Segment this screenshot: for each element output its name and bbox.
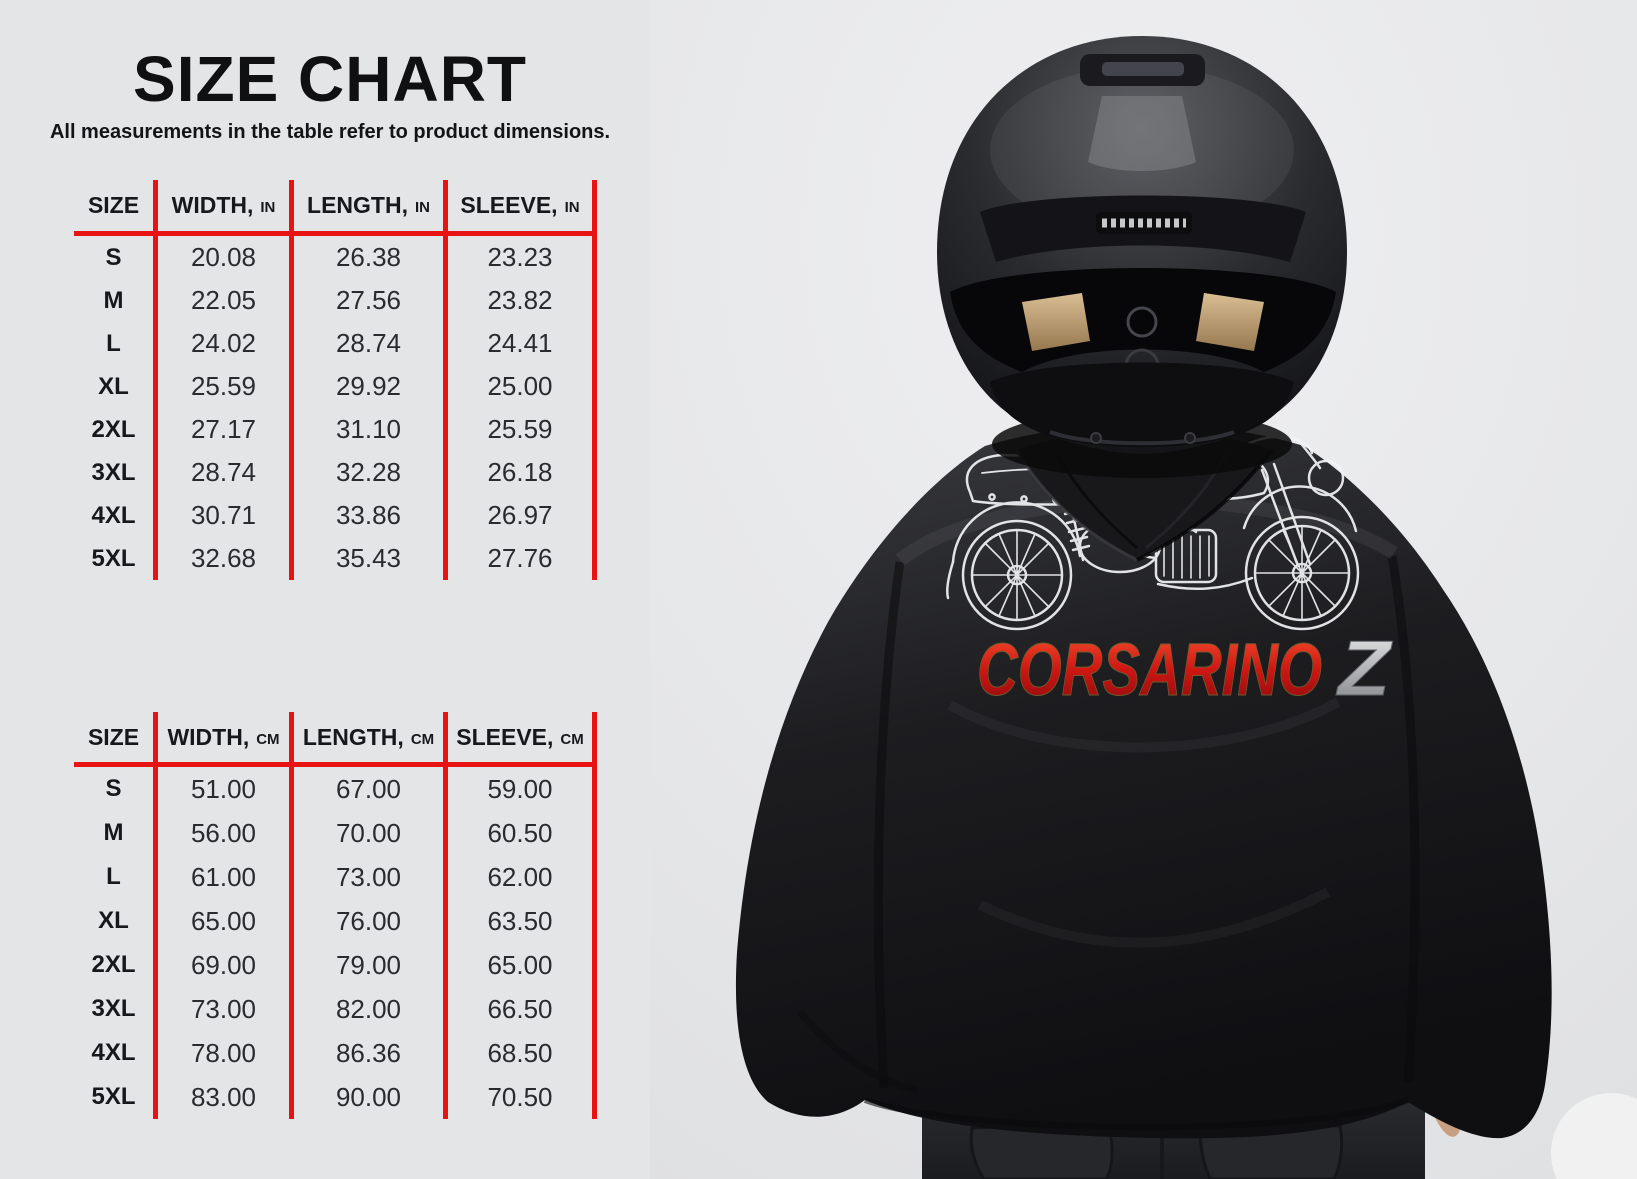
- measurement-value: 22.05: [158, 279, 294, 322]
- measurement-value: 51.00: [158, 767, 294, 811]
- measurement-value: 32.28: [294, 451, 448, 494]
- measurement-value: 24.02: [158, 322, 294, 365]
- hoodie-print-suffix: Z: [1336, 624, 1394, 712]
- column-label: SIZE: [87, 192, 140, 218]
- measurement-value: 26.18: [448, 451, 597, 494]
- column-label: SLEEVE,: [460, 192, 558, 218]
- measurement-value: 27.56: [294, 279, 448, 322]
- size-label: M: [74, 811, 158, 855]
- size-label: XL: [74, 365, 158, 408]
- helmet: [937, 36, 1347, 478]
- column-header: LENGTH, CM: [294, 712, 448, 767]
- measurement-value: 25.59: [158, 365, 294, 408]
- measurement-value: 82.00: [294, 987, 448, 1031]
- measurement-value: 23.23: [448, 236, 597, 279]
- measurement-value: 67.00: [294, 767, 448, 811]
- measurement-value: 20.08: [158, 236, 294, 279]
- column-header: SLEEVE, IN: [448, 180, 597, 236]
- measurement-value: 59.00: [448, 767, 597, 811]
- measurement-value: 33.86: [294, 494, 448, 537]
- measurement-value: 28.74: [294, 322, 448, 365]
- product-photo: CORSARINO Z: [650, 0, 1637, 1179]
- column-label: SIZE: [87, 723, 140, 750]
- size-label: M: [74, 279, 158, 322]
- column-header: SLEEVE, CM: [448, 712, 597, 767]
- measurement-value: 23.82: [448, 279, 597, 322]
- measurement-value: 28.74: [158, 451, 294, 494]
- measurement-value: 69.00: [158, 943, 294, 987]
- size-label: 4XL: [74, 1031, 158, 1075]
- column-unit: CM: [560, 730, 584, 748]
- measurement-value: 65.00: [158, 899, 294, 943]
- size-label: 5XL: [74, 537, 158, 580]
- measurement-value: 65.00: [448, 943, 597, 987]
- column-header: SIZE: [74, 712, 158, 767]
- measurement-value: 32.68: [158, 537, 294, 580]
- measurement-value: 70.50: [448, 1075, 597, 1119]
- measurement-value: 35.43: [294, 537, 448, 580]
- size-label: 2XL: [74, 408, 158, 451]
- measurement-value: 70.00: [294, 811, 448, 855]
- measurement-value: 79.00: [294, 943, 448, 987]
- column-header: SIZE: [74, 180, 158, 236]
- column-label: WIDTH,: [171, 192, 254, 218]
- column-label: SLEEVE,: [456, 723, 554, 750]
- measurement-value: 24.41: [448, 322, 597, 365]
- measurement-value: 83.00: [158, 1075, 294, 1119]
- measurement-value: 78.00: [158, 1031, 294, 1075]
- measurement-value: 66.50: [448, 987, 597, 1031]
- size-label: 3XL: [74, 451, 158, 494]
- measurement-value: 63.50: [448, 899, 597, 943]
- measurement-value: 27.17: [158, 408, 294, 451]
- size-label: 4XL: [74, 494, 158, 537]
- measurement-value: 25.59: [448, 408, 597, 451]
- measurement-value: 73.00: [294, 855, 448, 899]
- measurement-value: 25.00: [448, 365, 597, 408]
- size-table-cm: SIZE WIDTH, CM LENGTH, CM SLEEVE, CM S 51.00 67.0…: [74, 712, 597, 1119]
- hoodie-print-wordmark: CORSARINO Z: [977, 624, 1395, 713]
- measurement-value: 31.10: [294, 408, 448, 451]
- size-label: XL: [74, 899, 158, 943]
- size-label: L: [74, 855, 158, 899]
- measurement-value: 76.00: [294, 899, 448, 943]
- column-header: WIDTH, IN: [158, 180, 294, 236]
- measurement-value: 29.92: [294, 365, 448, 408]
- page-title: SIZE CHART: [133, 43, 527, 115]
- column-header: LENGTH, IN: [294, 180, 448, 236]
- column-label: LENGTH,: [307, 192, 408, 218]
- measurement-value: 73.00: [158, 987, 294, 1031]
- size-label: L: [74, 322, 158, 365]
- measurement-value: 26.38: [294, 236, 448, 279]
- size-label: 3XL: [74, 987, 158, 1031]
- column-unit: CM: [256, 730, 280, 748]
- measurement-value: 30.71: [158, 494, 294, 537]
- column-label: WIDTH,: [167, 723, 250, 750]
- measurement-value: 26.97: [448, 494, 597, 537]
- column-unit: IN: [564, 199, 580, 216]
- column-header: WIDTH, CM: [158, 712, 294, 767]
- column-unit: IN: [414, 199, 430, 216]
- size-label: S: [74, 236, 158, 279]
- measurement-value: 86.36: [294, 1031, 448, 1075]
- size-label: 2XL: [74, 943, 158, 987]
- size-label: S: [74, 767, 158, 811]
- hoodie-print-text: CORSARINO: [977, 628, 1322, 711]
- measurement-value: 56.00: [158, 811, 294, 855]
- size-label: 5XL: [74, 1075, 158, 1119]
- size-table-inches: SIZE WIDTH, IN LENGTH, IN SLEEVE, IN S 20.08 26.3…: [74, 180, 597, 580]
- measurement-value: 62.00: [448, 855, 597, 899]
- measurement-value: 68.50: [448, 1031, 597, 1075]
- column-unit: IN: [260, 199, 276, 216]
- measurement-value: 61.00: [158, 855, 294, 899]
- column-label: LENGTH,: [302, 723, 404, 750]
- measurement-value: 27.76: [448, 537, 597, 580]
- measurement-value: 60.50: [448, 811, 597, 855]
- page-subtitle: All measurements in the table refer to p…: [49, 121, 611, 144]
- header: SIZE CHART All measurements in the table…: [40, 43, 620, 144]
- measurement-value: 90.00: [294, 1075, 448, 1119]
- column-unit: CM: [410, 730, 435, 748]
